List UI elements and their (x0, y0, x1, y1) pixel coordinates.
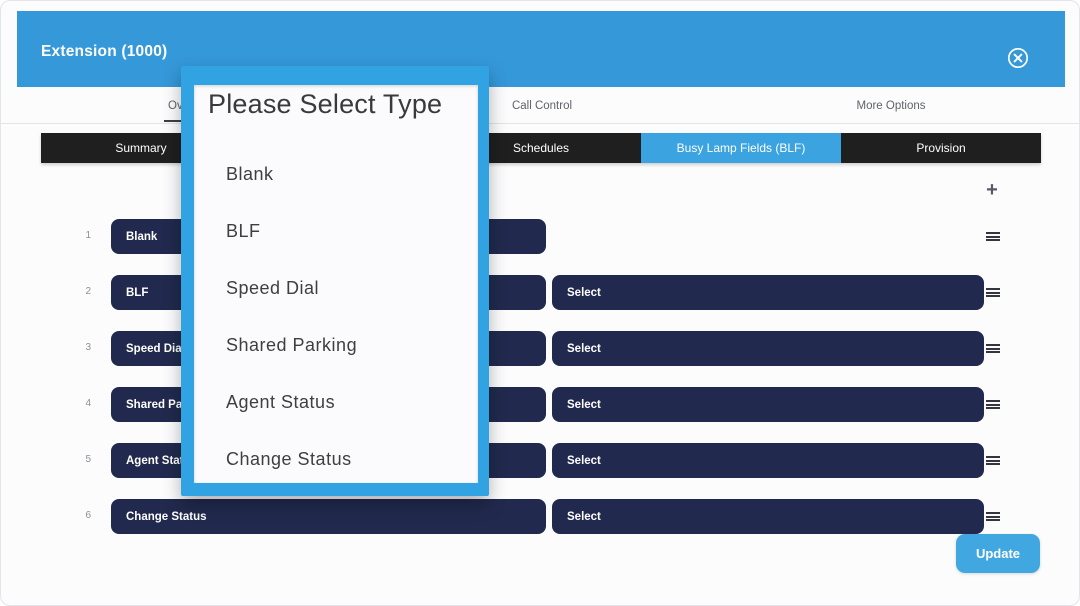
subtab-summary-label: Summary (115, 141, 167, 155)
row-index: 5 (85, 454, 91, 465)
blf-select-button[interactable]: Select (552, 275, 984, 310)
nav-tab-bar: Overview Call Control More Options (1, 89, 1079, 123)
tab-more-options-label: More Options (856, 100, 926, 112)
drag-handle-icon[interactable] (986, 512, 1000, 521)
row-index: 3 (85, 342, 91, 353)
add-row-icon[interactable]: + (986, 179, 998, 201)
drag-handle-icon[interactable] (986, 456, 1000, 465)
blf-select-button[interactable]: Select (552, 443, 984, 478)
subtab-provision-label: Provision (916, 141, 966, 155)
subtab-schedules-label: Schedules (512, 141, 570, 155)
modal-option-blf[interactable]: BLF (226, 221, 261, 241)
modal-option-shared-parking[interactable]: Shared Parking (226, 335, 358, 355)
subtab-busy-lamp-fields[interactable]: Busy Lamp Fields (BLF) (641, 133, 841, 163)
drag-handle-icon[interactable] (986, 344, 1000, 353)
modal-option-change-status[interactable]: Change Status (226, 449, 352, 469)
blf-select-button[interactable]: Select (552, 331, 984, 366)
drag-handle-icon[interactable] (986, 232, 1000, 241)
close-icon[interactable] (1007, 47, 1029, 69)
row-index: 4 (85, 398, 91, 409)
dialog-title: Extension (1000) (41, 43, 168, 60)
subtab-busy-lamp-fields-label: Busy Lamp Fields (BLF) (676, 141, 806, 155)
tab-divider (1, 123, 1079, 124)
row-index: 6 (85, 510, 91, 521)
tab-call-control[interactable]: Call Control (367, 89, 717, 123)
blf-type-button[interactable]: Change Status (111, 499, 546, 534)
drag-handle-icon[interactable] (986, 400, 1000, 409)
modal-option-agent-status[interactable]: Agent Status (226, 392, 336, 412)
drag-handle-icon[interactable] (986, 288, 1000, 297)
select-type-panel: Please Select Type Blank BLF Speed Dial … (194, 85, 478, 483)
select-type-modal: Please Select Type Blank BLF Speed Dial … (181, 66, 489, 496)
modal-option-speed-dial[interactable]: Speed Dial (226, 278, 320, 298)
blf-select-button[interactable]: Select (552, 387, 984, 422)
subtab-provision[interactable]: Provision (841, 133, 1041, 163)
row-index: 2 (85, 286, 91, 297)
tab-more-options[interactable]: More Options (717, 89, 1065, 123)
blf-select-button[interactable]: Select (552, 499, 984, 534)
modal-option-blank[interactable]: Blank (226, 164, 274, 184)
update-button[interactable]: Update (956, 534, 1040, 573)
modal-title: Please Select Type (208, 89, 443, 119)
tab-call-control-label: Call Control (511, 100, 573, 112)
row-index: 1 (85, 230, 91, 241)
dialog-header: Extension (1000) (17, 11, 1065, 87)
